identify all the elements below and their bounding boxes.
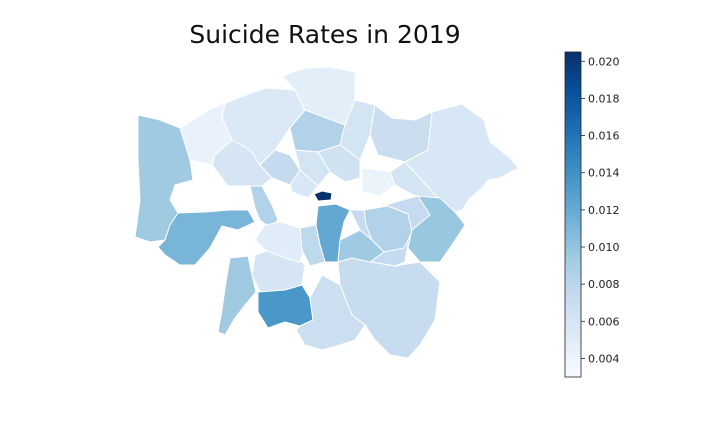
regions <box>134 66 519 359</box>
region-s-left <box>254 221 306 263</box>
colorbar-tick-label: 0.010 <box>588 241 620 254</box>
map-title: Suicide Rates in 2019 <box>189 20 461 49</box>
colorbar-tick-label: 0.004 <box>588 352 620 365</box>
colorbar-gradient <box>564 51 582 378</box>
colorbar-tick-label: 0.006 <box>588 315 620 328</box>
region-c-small-3 <box>289 169 319 199</box>
region-city <box>313 190 333 202</box>
colorbar-tick-label: 0.016 <box>588 130 620 143</box>
region-e-mid <box>389 161 439 199</box>
region-e-small <box>361 167 396 197</box>
region-s-dark <box>257 284 314 329</box>
colorbar-tick-label: 0.020 <box>588 55 620 68</box>
colorbar-tick-label: 0.014 <box>588 167 620 180</box>
region-s-large <box>337 257 441 359</box>
colorbar-tick-label: 0.018 <box>588 92 620 105</box>
region-se-right <box>407 195 466 263</box>
region-sw-strip <box>217 255 257 336</box>
colorbar: 0.004 0.006 0.008 0.010 0.012 0.014 0.016 0.018… <box>564 51 620 378</box>
region-se-mid <box>363 205 413 253</box>
colorbar-tick-label: 0.012 <box>588 204 620 217</box>
region-c-south-1 <box>299 224 326 267</box>
region-s-bottom <box>295 274 366 351</box>
region-w-band <box>157 209 256 266</box>
region-c-south-2 <box>337 229 385 263</box>
colorbar-tick-label: 0.008 <box>588 278 620 291</box>
region-c-small-2 <box>294 149 331 187</box>
